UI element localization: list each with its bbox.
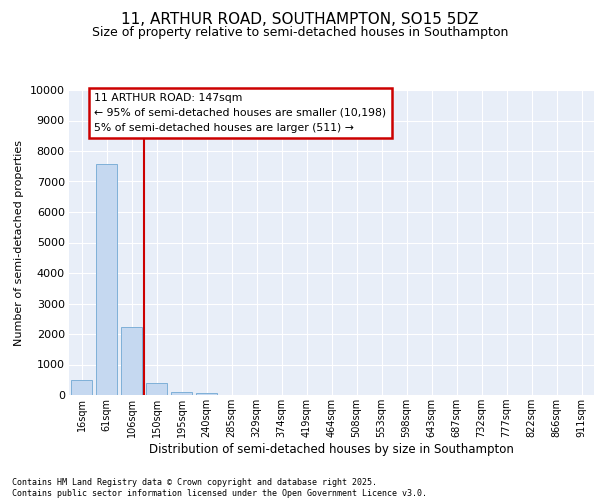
Bar <box>71 380 92 395</box>
Bar <box>96 164 117 395</box>
Text: 11 ARTHUR ROAD: 147sqm
← 95% of semi-detached houses are smaller (10,198)
5% of : 11 ARTHUR ROAD: 147sqm ← 95% of semi-det… <box>94 93 386 132</box>
Text: Size of property relative to semi-detached houses in Southampton: Size of property relative to semi-detach… <box>92 26 508 39</box>
Bar <box>171 392 192 395</box>
Bar <box>196 392 217 395</box>
Text: 11, ARTHUR ROAD, SOUTHAMPTON, SO15 5DZ: 11, ARTHUR ROAD, SOUTHAMPTON, SO15 5DZ <box>121 12 479 28</box>
Text: Contains HM Land Registry data © Crown copyright and database right 2025.
Contai: Contains HM Land Registry data © Crown c… <box>12 478 427 498</box>
X-axis label: Distribution of semi-detached houses by size in Southampton: Distribution of semi-detached houses by … <box>149 443 514 456</box>
Y-axis label: Number of semi-detached properties: Number of semi-detached properties <box>14 140 24 346</box>
Bar <box>121 328 142 395</box>
Bar <box>146 384 167 395</box>
